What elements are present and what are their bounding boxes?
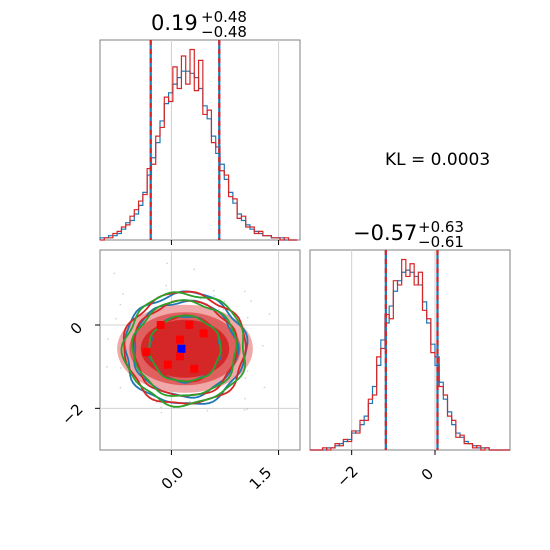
sample-point — [119, 386, 122, 389]
hist-top-left — [99, 40, 298, 241]
scatter-xtick-label-0: 0.0 — [158, 464, 188, 494]
sample-point — [113, 272, 116, 275]
sample-point — [165, 284, 168, 287]
contour-2-2 — [120, 291, 247, 408]
hist-series-1 — [310, 258, 510, 451]
sample-point — [106, 365, 108, 368]
hist-series-1 — [100, 48, 298, 241]
sample-point — [263, 386, 266, 389]
hist-series-0 — [310, 269, 510, 451]
sample-point — [122, 293, 125, 295]
sample-point — [106, 338, 109, 340]
sample-point — [188, 400, 191, 403]
sample-point — [261, 344, 264, 347]
hist-right-xtick-label-0: −2 — [333, 462, 361, 490]
hist-bottom-right-title-value: −0.57 — [353, 221, 417, 245]
scatter-bottom-left — [100, 250, 300, 450]
sample-point — [160, 411, 163, 414]
sample-point — [212, 289, 215, 292]
sample-point — [166, 262, 168, 265]
contour-2-1 — [131, 299, 238, 397]
hist-bottom-right — [310, 250, 510, 451]
hist-top-left-title-value: 0.19 — [151, 11, 198, 35]
sample-point — [165, 396, 168, 399]
sample-point — [160, 406, 163, 409]
sample-point — [119, 366, 122, 369]
hist-right-xtick-label-1: 0 — [418, 465, 437, 484]
sample-point — [223, 300, 226, 303]
sample-point — [115, 317, 118, 320]
sample-point — [250, 300, 253, 303]
hist-top-left-title-plus: +0.48 — [201, 8, 247, 26]
marker-point — [177, 344, 186, 353]
scatter-xtick-label-1: 1.5 — [246, 464, 276, 494]
sample-point — [243, 409, 246, 411]
marker-point — [176, 335, 184, 344]
hist-bottom-right-frame — [309, 249, 511, 451]
sample-point — [268, 313, 271, 315]
marker-point — [199, 329, 208, 338]
scatter-ytick-label-1: −2 — [58, 400, 86, 428]
sample-point — [246, 408, 249, 411]
marker-point — [176, 352, 184, 361]
sample-point — [246, 316, 249, 319]
kl-annotation: KL = 0.0003 — [385, 150, 490, 170]
marker-point — [163, 360, 172, 369]
marker-point — [185, 321, 194, 329]
hist-bottom-right-title-plus: +0.63 — [418, 218, 464, 236]
sample-point — [213, 294, 216, 297]
sample-point — [243, 290, 246, 293]
sample-point — [218, 308, 220, 311]
hist-bottom-right-title-minus: −0.61 — [418, 233, 464, 251]
hist-top-left-title-minus: −0.48 — [201, 23, 247, 41]
scatter-ytick-label-0: 0 — [67, 319, 86, 338]
marker-point — [156, 321, 165, 329]
sample-point — [246, 370, 249, 373]
marker-point — [190, 364, 199, 373]
marker-point — [142, 348, 151, 357]
sample-point — [206, 409, 209, 412]
hist-top-left-frame — [99, 39, 301, 241]
sample-point — [119, 303, 122, 306]
sample-point — [244, 377, 247, 380]
sample-point — [222, 308, 225, 311]
sample-point — [193, 268, 196, 271]
sample-point — [244, 397, 246, 400]
